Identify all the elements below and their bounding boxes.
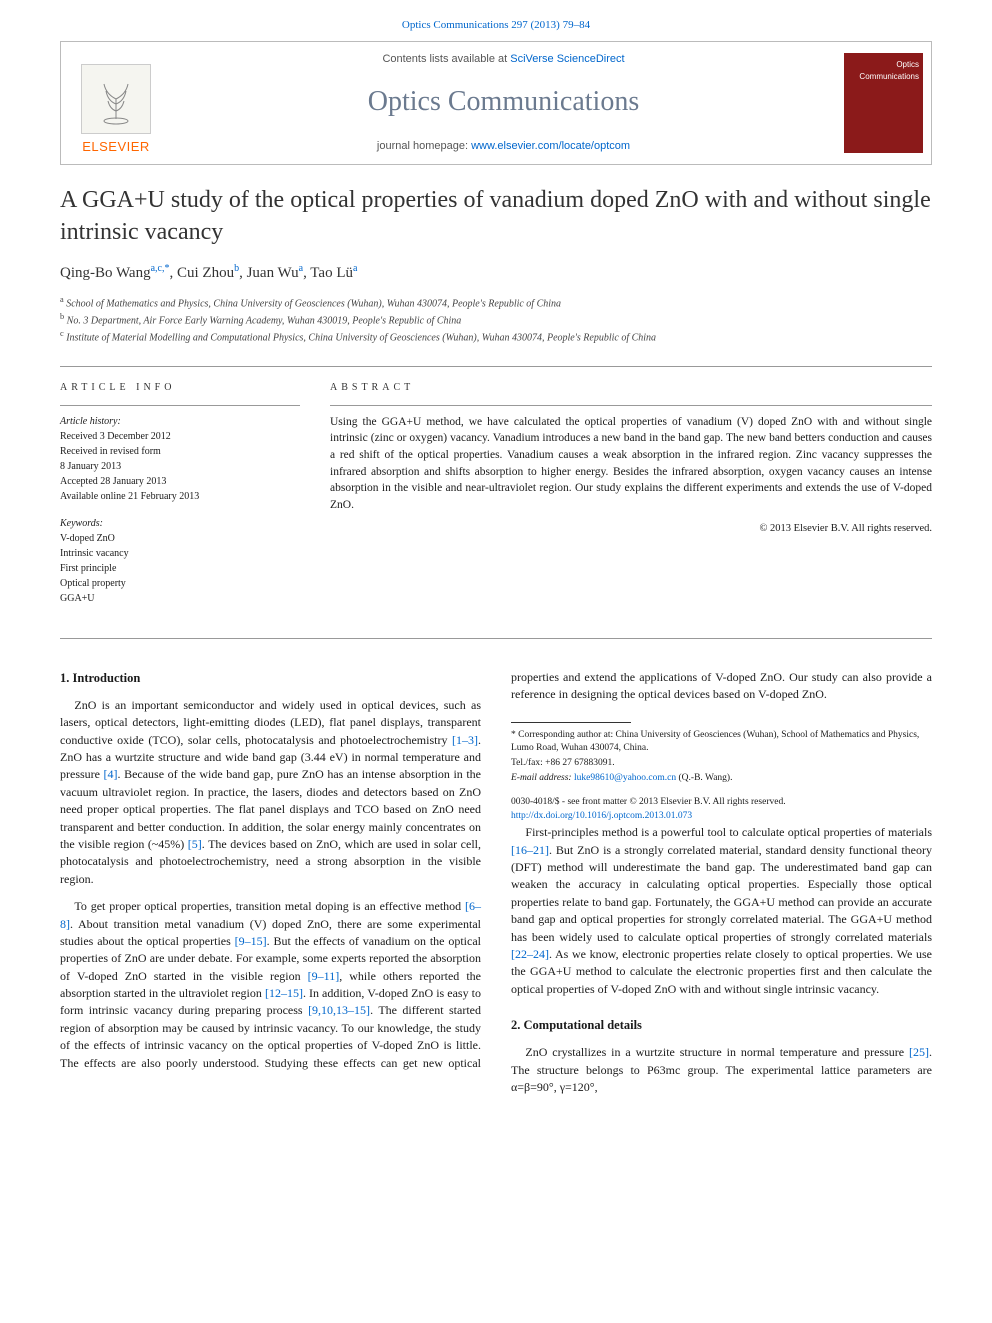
publisher-block: ELSEVIER: [61, 42, 171, 164]
cover-title: Optics Communications: [848, 59, 919, 81]
homepage-prefix: journal homepage:: [377, 140, 471, 152]
journal-masthead: ELSEVIER Contents lists available at Sci…: [60, 41, 932, 165]
journal-cover-thumb: Optics Communications: [844, 53, 923, 153]
masthead-center: Contents lists available at SciVerse Sci…: [171, 42, 836, 164]
aff-a: School of Mathematics and Physics, China…: [64, 298, 561, 309]
keywords-block: Keywords: V-doped ZnO Intrinsic vacancy …: [60, 516, 300, 606]
email-line: E-mail address: luke98610@yahoo.com.cn (…: [511, 772, 932, 785]
aff-b: No. 3 Department, Air Force Early Warnin…: [64, 315, 461, 326]
corresponding-author-1: * Corresponding author at: China Univers…: [511, 729, 932, 756]
article-title: A GGA+U study of the optical properties …: [60, 185, 932, 247]
ref-9-11[interactable]: [9–11]: [308, 969, 340, 983]
received: Received 3 December 2012: [60, 429, 300, 444]
citation-link[interactable]: Optics Communications 297 (2013) 79–84: [402, 19, 590, 31]
s1-p3: First-principles method is a powerful to…: [511, 824, 932, 998]
ref-22-24[interactable]: [22–24]: [511, 947, 549, 961]
publication-footer: 0030-4018/$ - see front matter © 2013 El…: [511, 796, 932, 824]
author-4: , Tao Lü: [303, 265, 353, 281]
publisher-name: ELSEVIER: [82, 138, 150, 156]
revised-2: 8 January 2013: [60, 459, 300, 474]
author-4-aff: a: [353, 263, 357, 274]
kw-4: Optical property: [60, 576, 300, 591]
kw-3: First principle: [60, 561, 300, 576]
section-2-heading: 2. Computational details: [511, 1016, 932, 1034]
author-list: Qing-Bo Wanga,c,*, Cui Zhoub, Juan Wua, …: [60, 262, 932, 284]
accepted: Accepted 28 January 2013: [60, 474, 300, 489]
author-1-aff: a,c,*: [151, 263, 170, 274]
article-info-heading: article info: [60, 381, 300, 395]
journal-name: Optics Communications: [171, 82, 836, 121]
body-columns: 1. Introduction ZnO is an important semi…: [60, 669, 932, 1097]
ref-4[interactable]: [4]: [104, 767, 118, 781]
footnote-rule: [511, 722, 631, 723]
revised-1: Received in revised form: [60, 444, 300, 459]
kw-2: Intrinsic vacancy: [60, 546, 300, 561]
info-rule: [60, 405, 300, 406]
abstract-col: abstract Using the GGA+U method, we have…: [330, 381, 932, 618]
ref-12-15[interactable]: [12–15]: [265, 986, 303, 1000]
online: Available online 21 February 2013: [60, 489, 300, 504]
keywords-label: Keywords:: [60, 518, 103, 529]
elsevier-tree-icon: [81, 64, 151, 134]
affiliations: a School of Mathematics and Physics, Chi…: [60, 294, 932, 346]
s1-p3-b: . But ZnO is a strongly correlated mater…: [511, 843, 932, 944]
s1-p3-a: First-principles method is a powerful to…: [525, 825, 932, 839]
author-3: , Juan Wu: [239, 265, 299, 281]
info-abstract-row: article info Article history: Received 3…: [60, 367, 932, 638]
email-tail: (Q.-B. Wang).: [676, 773, 732, 783]
kw-5: GGA+U: [60, 591, 300, 606]
corresponding-author-2: Tel./fax: +86 27 67883091.: [511, 757, 932, 770]
homepage-line: journal homepage: www.elsevier.com/locat…: [171, 139, 836, 154]
kw-1: V-doped ZnO: [60, 531, 300, 546]
running-head: Optics Communications 297 (2013) 79–84: [0, 0, 992, 41]
doi-link[interactable]: http://dx.doi.org/10.1016/j.optcom.2013.…: [511, 811, 692, 821]
history-label: Article history:: [60, 416, 121, 427]
ref-9-15[interactable]: [9–15]: [235, 934, 267, 948]
abstract-text: Using the GGA+U method, we have calculat…: [330, 414, 932, 514]
abstract-copyright: © 2013 Elsevier B.V. All rights reserved…: [330, 522, 932, 537]
section-1-heading: 1. Introduction: [60, 669, 481, 687]
issn-line: 0030-4018/$ - see front matter © 2013 El…: [511, 796, 932, 809]
s1-p1: ZnO is an important semiconductor and wi…: [60, 697, 481, 888]
footnotes: * Corresponding author at: China Univers…: [511, 729, 932, 786]
author-2: , Cui Zhou: [169, 265, 234, 281]
email-link[interactable]: luke98610@yahoo.com.cn: [574, 773, 676, 783]
ref-1-3[interactable]: [1–3]: [452, 733, 478, 747]
article-info-col: article info Article history: Received 3…: [60, 381, 300, 618]
ref-16-21[interactable]: [16–21]: [511, 843, 549, 857]
rule-bottom: [60, 638, 932, 639]
contents-prefix: Contents lists available at: [382, 53, 510, 65]
aff-c: Institute of Material Modelling and Comp…: [64, 333, 656, 344]
abstract-rule: [330, 405, 932, 406]
history-block: Article history: Received 3 December 201…: [60, 414, 300, 504]
cover-block: Optics Communications: [836, 42, 931, 164]
ref-9-10-13-15[interactable]: [9,10,13–15]: [308, 1003, 370, 1017]
email-label: E-mail address:: [511, 773, 574, 783]
s2-p1-a: ZnO crystallizes in a wurtzite structure…: [525, 1045, 909, 1059]
s2-p1: ZnO crystallizes in a wurtzite structure…: [511, 1044, 932, 1096]
sciencedirect-link[interactable]: SciVerse ScienceDirect: [510, 53, 624, 65]
homepage-link[interactable]: www.elsevier.com/locate/optcom: [471, 140, 630, 152]
ref-5[interactable]: [5]: [188, 837, 202, 851]
author-1: Qing-Bo Wang: [60, 265, 151, 281]
contents-line: Contents lists available at SciVerse Sci…: [171, 52, 836, 67]
s1-p3-c: . As we know, electronic properties rela…: [511, 947, 932, 996]
abstract-heading: abstract: [330, 381, 932, 395]
s1-p2-a: To get proper optical properties, transi…: [74, 899, 465, 913]
ref-25[interactable]: [25]: [909, 1045, 929, 1059]
s1-p1-a: ZnO is an important semiconductor and wi…: [60, 698, 481, 747]
article-body: A GGA+U study of the optical properties …: [0, 185, 992, 1136]
